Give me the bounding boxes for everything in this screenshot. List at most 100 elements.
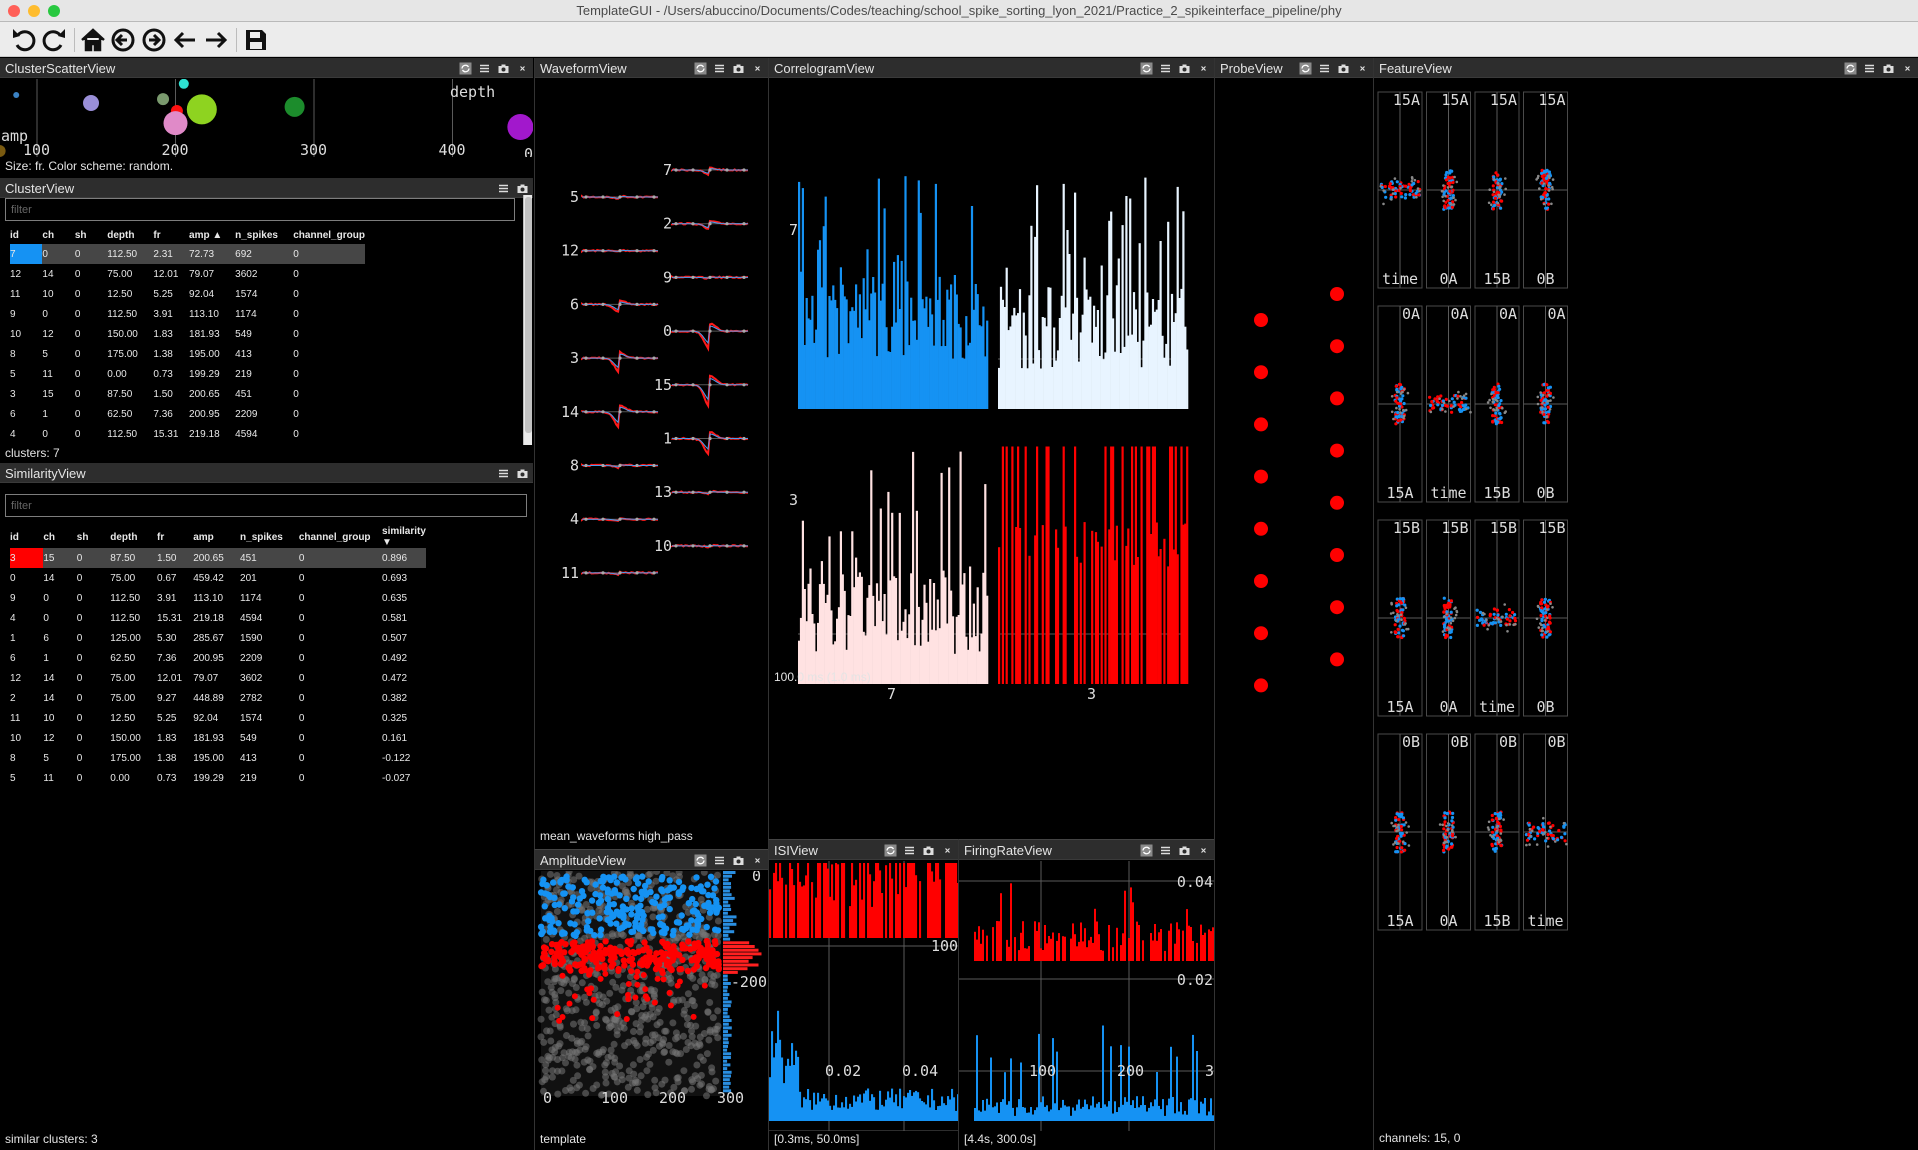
similarity-row[interactable]: 10 12 0 150.00 1.83 181.93 549 0 0.161 [10,728,426,748]
cluster-row[interactable]: 10 12 0 150.00 1.83 181.93 549 0 [10,324,365,344]
cluster-row[interactable]: 6 1 0 62.50 7.36 200.95 2209 0 [10,404,365,424]
similarity-row[interactable]: 11 10 0 12.50 5.25 92.04 1574 0 0.325 [10,708,426,728]
close-icon[interactable] [1196,61,1211,75]
zoom-window-button[interactable] [48,5,60,17]
similarity-column-header[interactable]: ch [43,531,56,543]
cluster-column-header[interactable]: amp ▲ [189,229,223,241]
similarity-column-header[interactable]: sh [76,531,89,543]
similarity-column-header[interactable]: id [10,531,19,543]
close-icon[interactable] [750,61,765,75]
waveform-plot[interactable]: 5 12 6 3 14 8 4 11 7 2 9 0 15 1 13 10 [535,79,768,829]
cluster-row[interactable]: 12 14 0 75.00 12.01 79.07 3602 0 [10,264,365,284]
menu-icon[interactable] [1317,61,1332,75]
similarity-row[interactable]: 12 14 0 75.00 12.01 79.07 3602 0 0.472 [10,668,426,688]
cluster-column-header[interactable]: channel_group [293,229,365,241]
similarity-column-header[interactable]: amp [193,531,214,543]
cluster-row[interactable]: 9 0 0 112.50 3.91 113.10 1174 0 [10,304,365,324]
screenshot-icon[interactable] [1881,61,1896,75]
cluster-row[interactable]: 7 0 0 112.50 2.31 72.73 692 0 [10,244,365,264]
cluster-column-header[interactable]: id [10,229,19,241]
menu-icon[interactable] [712,61,727,75]
forward-circle-icon[interactable] [139,25,169,55]
feature-point-background [1536,604,1540,608]
firing-rate-plot[interactable]: 0.040.0210020030 [959,861,1214,1131]
similarity-column-header[interactable]: n_spikes [240,531,283,543]
similarity-filter-input[interactable] [5,494,527,517]
cluster-column-header[interactable]: sh [74,229,87,241]
menu-icon[interactable] [712,853,727,867]
redo-icon[interactable] [39,25,69,55]
screenshot-icon[interactable] [1336,61,1351,75]
cluster-row[interactable]: 5 11 0 0.00 0.73 199.29 219 0 [10,364,365,384]
feature-plot[interactable]: 15A time 15A 0A 15A 15B 15A 0B 0A 15A 0A time 0A 15B 0… [1374,79,1918,1129]
cluster-filter-input[interactable] [5,198,515,221]
home-icon[interactable] [78,25,108,55]
cluster-row[interactable]: 3 15 0 87.50 1.50 200.65 451 0 [10,384,365,404]
cluster-row[interactable]: 11 10 0 12.50 5.25 92.04 1574 0 [10,284,365,304]
refresh-icon[interactable] [1139,61,1154,75]
close-icon[interactable] [515,61,530,75]
menu-icon[interactable] [1158,61,1173,75]
cluster-row[interactable]: 8 5 0 175.00 1.38 195.00 413 0 [10,344,365,364]
screenshot-icon[interactable] [1177,61,1192,75]
similarity-column-header[interactable]: similarity ▼ [382,526,426,548]
close-icon[interactable] [750,853,765,867]
screenshot-icon[interactable] [731,853,746,867]
similarity-row[interactable]: 2 14 0 75.00 9.27 448.89 2782 0 0.382 [10,688,426,708]
similarity-column-header[interactable]: depth [110,531,138,543]
similarity-column-header[interactable]: channel_group [298,531,371,543]
waveform-sample-dot [725,329,729,333]
menu-icon[interactable] [496,466,511,480]
similarity-row[interactable]: 3 15 0 87.50 1.50 200.65 451 0 0.896 [10,548,426,568]
close-icon[interactable] [1355,61,1370,75]
cluster-scatter-plot[interactable]: 100 200 300 400 amp depth 0 [0,79,533,157]
similarity-column-header[interactable]: fr [157,531,165,543]
back-circle-icon[interactable] [108,25,138,55]
arrow-left-icon[interactable] [170,25,200,55]
screenshot-icon[interactable] [921,843,936,857]
similarity-row[interactable]: 0 14 0 75.00 0.67 459.42 201 0 0.693 [10,568,426,588]
refresh-icon[interactable] [693,853,708,867]
refresh-icon[interactable] [458,61,473,75]
menu-icon[interactable] [477,61,492,75]
screenshot-icon[interactable] [731,61,746,75]
amplitude-plot[interactable]: 0 -200 0 100 200 300 [535,871,768,1129]
similarity-row[interactable]: 4 0 0 112.50 15.31 219.18 4594 0 0.581 [10,608,426,628]
screenshot-icon[interactable] [515,181,530,195]
similarity-row[interactable]: 1 6 0 125.00 5.30 285.67 1590 0 0.507 [10,628,426,648]
menu-icon[interactable] [496,181,511,195]
similarity-row[interactable]: 5 11 0 0.00 0.73 199.29 219 0 -0.027 [10,768,426,788]
cluster-column-header[interactable]: depth [107,229,135,241]
screenshot-icon[interactable] [515,466,530,480]
similarity-row[interactable]: 6 1 0 62.50 7.36 200.95 2209 0 0.492 [10,648,426,668]
similarity-row[interactable]: 8 5 0 175.00 1.38 195.00 413 0 -0.122 [10,748,426,768]
refresh-icon[interactable] [883,843,898,857]
close-icon[interactable] [940,843,955,857]
menu-icon[interactable] [1158,843,1173,857]
refresh-icon[interactable] [693,61,708,75]
cluster-table-scrollbar[interactable] [523,195,532,445]
probe-plot[interactable] [1215,79,1373,1150]
close-icon[interactable] [1900,61,1915,75]
isi-plot[interactable]: 100 0.02 0.04 [769,861,958,1131]
cluster-column-header[interactable]: n_spikes [235,229,278,241]
refresh-icon[interactable] [1298,61,1313,75]
arrow-right-icon[interactable] [201,25,231,55]
screenshot-icon[interactable] [496,61,511,75]
similarity-row[interactable]: 9 0 0 112.50 3.91 113.10 1174 0 0.635 [10,588,426,608]
undo-icon[interactable] [9,25,39,55]
cluster-row[interactable]: 4 0 0 112.50 15.31 219.18 4594 0 [10,424,365,444]
screenshot-icon[interactable] [1177,843,1192,857]
save-icon[interactable] [241,25,271,55]
close-window-button[interactable] [8,5,20,17]
menu-icon[interactable] [902,843,917,857]
cluster-column-header[interactable]: ch [42,229,55,241]
minimize-window-button[interactable] [28,5,40,17]
refresh-icon[interactable] [1139,843,1154,857]
cluster-column-header[interactable]: fr [153,229,161,241]
refresh-icon[interactable] [1843,61,1858,75]
close-icon[interactable] [1196,843,1211,857]
menu-icon[interactable] [1862,61,1877,75]
